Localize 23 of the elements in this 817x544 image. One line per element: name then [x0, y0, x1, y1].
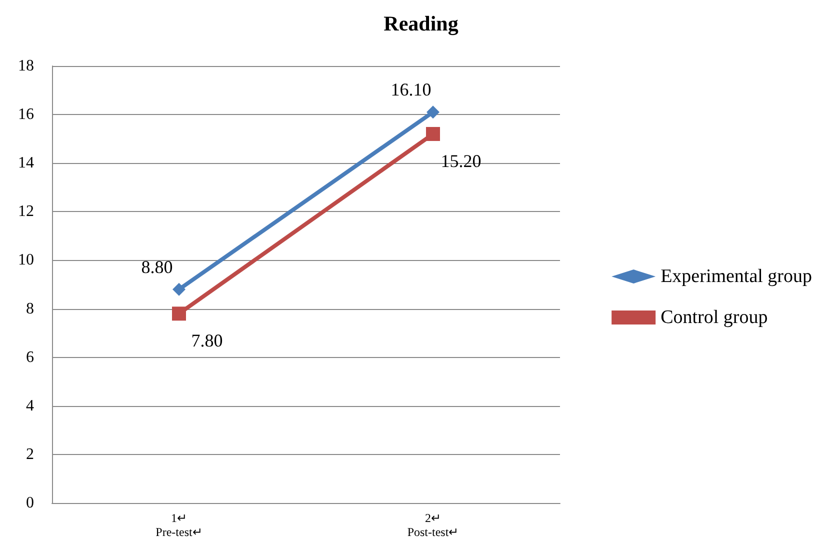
- chart-title: Reading: [384, 12, 459, 36]
- y-tick-label: 16: [18, 106, 34, 124]
- point: [426, 126, 440, 141]
- y-tick-label: 18: [18, 58, 34, 74]
- y-tick-label: 0: [26, 494, 34, 512]
- data-label: 8.80: [141, 256, 173, 277]
- point: [172, 282, 186, 296]
- data-label: 15.20: [440, 150, 482, 171]
- data-label: 16.10: [390, 80, 432, 100]
- y-tick-label: 14: [18, 154, 34, 172]
- y-tick-label: 10: [18, 252, 34, 269]
- data-label: 7.80: [191, 330, 223, 351]
- y-tick-label: 12: [18, 203, 34, 220]
- y-tick-label: 8: [26, 300, 34, 318]
- x-tick-label: 1↵ Pre-test↵: [156, 511, 202, 539]
- y-tick-label: 2: [26, 446, 34, 463]
- point: [426, 106, 440, 119]
- y-tick-label: 6: [26, 348, 34, 366]
- legend-label: Experimental group: [660, 266, 812, 287]
- y-tick-label: 4: [26, 397, 34, 414]
- x-tick-label: 2↵ Post-test↵: [407, 511, 459, 539]
- point: [172, 306, 186, 321]
- legend-label: Control group: [660, 307, 768, 328]
